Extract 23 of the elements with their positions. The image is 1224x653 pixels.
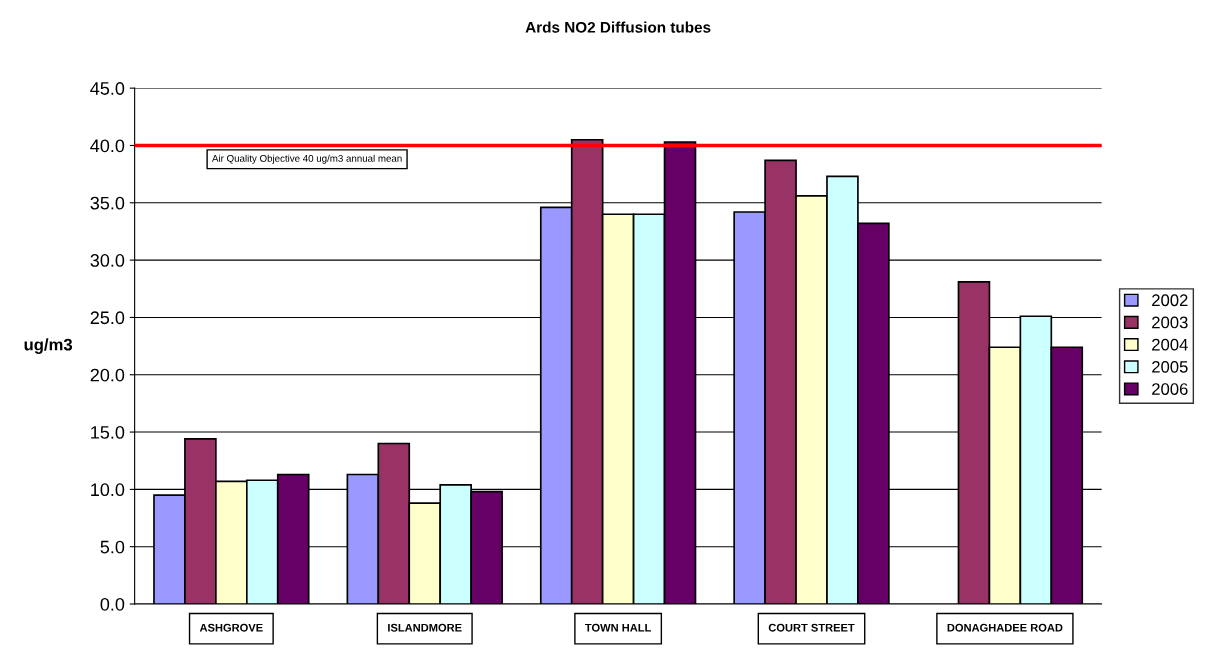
legend-label: 2003	[1152, 316, 1188, 329]
legend-label: 2004	[1152, 338, 1188, 351]
x-tick-label: DONAGHADEE ROAD	[947, 623, 1063, 632]
legend-label: 2002	[1152, 294, 1188, 307]
y-axis-title: ug/m3	[24, 338, 73, 354]
legend-label: 2006	[1152, 383, 1188, 395]
legend-label: 2005	[1152, 360, 1188, 373]
chart-title: Ards NO2 Diffusion tubes	[525, 21, 711, 33]
y-tick-label: 30.0	[90, 254, 125, 267]
y-tick-label: 25.0	[90, 311, 125, 325]
y-tick-label: 35.0	[90, 196, 125, 210]
x-tick-label: COURT STREET	[768, 623, 855, 632]
x-tick-label: ISLANDMORE	[388, 623, 462, 632]
ref-line-label: Air Quality Objective 40 ug/m3 annual mean	[212, 154, 402, 164]
x-tick-label: ASHGROVE	[199, 623, 263, 632]
y-tick-label: 15.0	[91, 426, 125, 439]
y-tick-label: 20.0	[90, 368, 125, 382]
y-tick-label: 40.0	[90, 139, 125, 153]
x-tick-label: TOWN HALL	[585, 623, 652, 632]
y-tick-label: 10.0	[91, 483, 125, 497]
y-tick-label: 0.0	[100, 597, 125, 611]
y-tick-label: 5.0	[100, 540, 125, 554]
y-tick-label: 45.0	[90, 82, 125, 95]
